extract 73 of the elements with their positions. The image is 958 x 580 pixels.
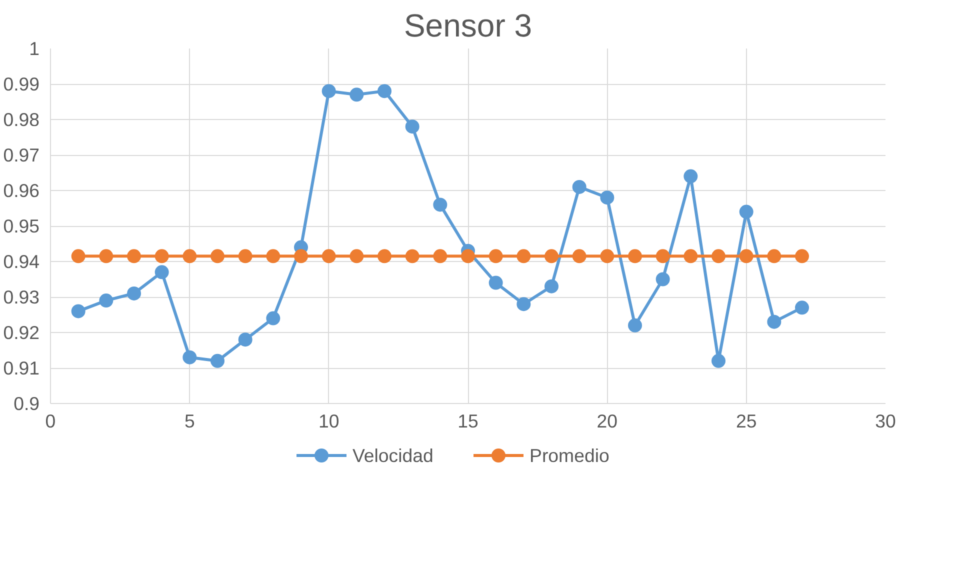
y-tick-label: 0.97 <box>3 144 40 166</box>
chart-title: Sensor 3 <box>404 8 532 44</box>
point <box>71 249 86 264</box>
y-tick-label: 0.93 <box>3 286 40 308</box>
point <box>99 294 114 308</box>
point <box>210 354 224 368</box>
x-tick-label: 10 <box>318 410 340 432</box>
point <box>182 350 197 364</box>
x-tick-label: 15 <box>458 410 478 432</box>
point <box>516 249 531 264</box>
point <box>182 249 197 264</box>
point <box>600 249 614 264</box>
y-tick-label: 0.98 <box>3 109 40 130</box>
x-tick-label: 30 <box>875 410 896 432</box>
x-tick-label: 5 <box>184 410 195 432</box>
point <box>266 311 280 326</box>
point <box>712 354 726 368</box>
point <box>405 249 420 264</box>
y-tick-label: 0.99 <box>3 74 40 94</box>
point <box>99 249 114 264</box>
point <box>154 249 169 264</box>
point <box>238 332 252 347</box>
point <box>488 249 503 264</box>
point <box>322 84 336 98</box>
point <box>350 88 364 102</box>
point <box>127 286 141 300</box>
point <box>628 318 642 332</box>
point <box>656 249 670 264</box>
y-tick-label: 0.95 <box>3 216 40 236</box>
point <box>656 272 670 286</box>
point <box>795 249 809 264</box>
point <box>684 249 698 264</box>
x-tick-label: 20 <box>596 410 618 432</box>
point <box>378 249 392 264</box>
point <box>127 249 141 264</box>
y-tick-label: 0.92 <box>3 322 40 343</box>
point <box>795 300 809 315</box>
legend-label: Velocidad <box>352 445 434 466</box>
point <box>238 249 252 264</box>
x-tick-label: 0 <box>45 410 56 432</box>
point <box>572 180 586 194</box>
y-tick-label: 0.94 <box>3 251 40 272</box>
point <box>154 265 169 280</box>
point <box>461 249 475 264</box>
x-tick-label: 25 <box>736 410 757 432</box>
point <box>350 249 364 264</box>
point <box>405 120 420 134</box>
y-tick-label: 1 <box>29 38 40 59</box>
point <box>433 249 448 264</box>
point <box>294 249 308 264</box>
point <box>600 190 614 205</box>
point <box>210 249 224 264</box>
point <box>544 279 558 294</box>
point <box>433 198 448 212</box>
point <box>767 249 782 264</box>
point <box>684 169 698 184</box>
point <box>71 304 86 318</box>
point <box>378 84 392 98</box>
point <box>572 249 586 264</box>
point <box>322 249 336 264</box>
point <box>266 249 280 264</box>
point <box>628 249 642 264</box>
point <box>544 249 558 264</box>
point <box>739 249 754 264</box>
point <box>767 314 782 329</box>
legend-label: Promedio <box>530 445 610 466</box>
y-tick-label: 0.9 <box>14 393 40 414</box>
y-tick-label: 0.96 <box>3 180 40 201</box>
point <box>516 297 531 312</box>
point <box>488 276 503 290</box>
point <box>712 249 726 264</box>
point <box>739 204 754 219</box>
y-tick-label: 0.91 <box>3 358 40 378</box>
